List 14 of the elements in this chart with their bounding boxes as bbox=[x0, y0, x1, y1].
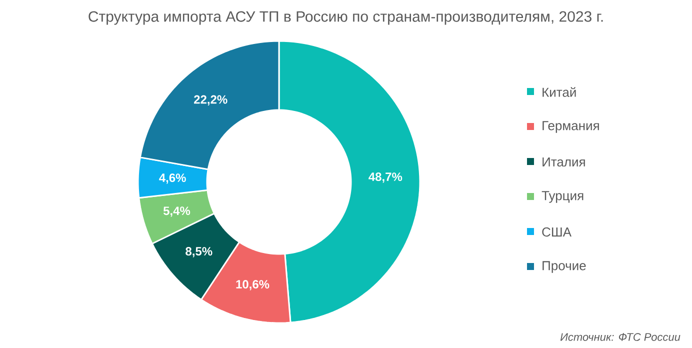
data-label: 10,6% bbox=[236, 280, 270, 290]
legend-label: Прочие bbox=[542, 261, 586, 273]
chart-title: Структура импорта АСУ ТП в Россию по странам-производителям, 2023 г. bbox=[88, 11, 603, 25]
data-label: 5,4% bbox=[163, 206, 190, 217]
data-label: 8,5% bbox=[186, 247, 212, 258]
legend-label: Турция bbox=[542, 191, 584, 203]
legend-label: Италия bbox=[542, 157, 585, 167]
legend-label: Германия bbox=[542, 121, 599, 133]
legend-label: США bbox=[542, 227, 572, 237]
text: Источник: ФТС России bbox=[560, 333, 680, 341]
data-label: 48,7% bbox=[368, 172, 402, 183]
data-label: 4,6% bbox=[159, 174, 186, 184]
legend-label: Китай bbox=[542, 87, 576, 97]
data-label: 22,2% bbox=[194, 95, 228, 106]
